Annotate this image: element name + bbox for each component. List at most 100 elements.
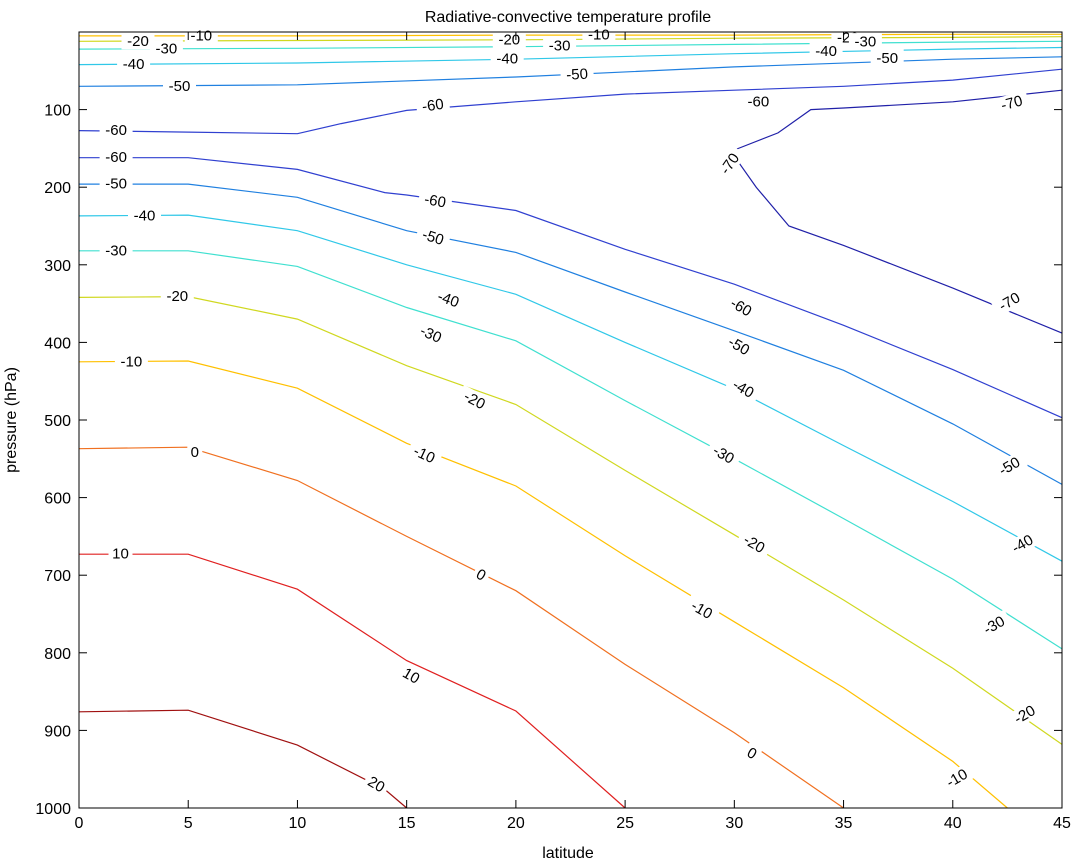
contour-label: -20 bbox=[498, 31, 520, 48]
contour-label-background bbox=[492, 30, 526, 48]
contour-label-background bbox=[99, 148, 133, 166]
contour-label-background bbox=[809, 42, 843, 60]
contour-label-background bbox=[456, 384, 494, 416]
y-tick-label: 800 bbox=[44, 646, 71, 663]
contour-label: -10 bbox=[190, 27, 212, 44]
contour-label-group: -50 bbox=[560, 64, 594, 84]
contour-label: -30 bbox=[549, 38, 571, 55]
x-tick-label: 45 bbox=[1053, 815, 1071, 832]
contour-label-background bbox=[938, 762, 976, 794]
contour-label: -40 bbox=[496, 51, 518, 68]
x-tick-label: 10 bbox=[289, 815, 307, 832]
contour-line-level-minus50-7 bbox=[79, 183, 1063, 485]
contour-label-group: -40 bbox=[429, 285, 467, 313]
contour-label-group: -40 bbox=[128, 206, 161, 224]
contour-label-group: -10 bbox=[582, 26, 616, 44]
x-tick-label: 5 bbox=[184, 815, 193, 832]
contour-label: 0 bbox=[191, 444, 199, 461]
y-tick-label: 600 bbox=[44, 491, 71, 508]
x-tick-label: 0 bbox=[75, 815, 84, 832]
contour-label-group: -50 bbox=[163, 77, 196, 95]
contour-label-background bbox=[713, 145, 747, 183]
contour-label: -40 bbox=[134, 207, 156, 224]
contour-label-background bbox=[361, 770, 391, 798]
contour-label-background bbox=[870, 49, 904, 67]
contour-label-group: 10 bbox=[108, 545, 133, 563]
contour-label: -50 bbox=[105, 176, 127, 193]
contour-label-background bbox=[724, 372, 762, 405]
contour-label-group: -40 bbox=[809, 42, 843, 60]
contour-label: -50 bbox=[566, 66, 589, 84]
contour-line-level-minus50-12 bbox=[78, 56, 1063, 87]
contour-label-group: -50 bbox=[414, 223, 452, 251]
contour-label: 10 bbox=[112, 546, 129, 563]
x-tick-label: 20 bbox=[507, 815, 525, 832]
contour-label-background bbox=[128, 206, 161, 224]
contour-label-group: 0 bbox=[470, 563, 492, 586]
y-tick-label: 700 bbox=[44, 568, 71, 585]
contour-label-background bbox=[149, 40, 183, 58]
contour-label-group: -60 bbox=[99, 148, 133, 166]
contour-label-background bbox=[683, 594, 721, 626]
contour-label-group: 20 bbox=[361, 770, 391, 798]
contour-label-group: -10 bbox=[405, 439, 443, 470]
contour-label: -70 bbox=[999, 92, 1024, 114]
contour-line-level-minus20-4 bbox=[78, 295, 1063, 745]
contour-label: -40 bbox=[123, 56, 145, 73]
contour-label-group: -70 bbox=[713, 145, 747, 183]
y-tick-label: 1000 bbox=[35, 801, 71, 818]
contour-label-group: -60 bbox=[741, 92, 775, 110]
contour-label-group: -30 bbox=[705, 438, 743, 471]
x-tick-label: 15 bbox=[398, 815, 416, 832]
y-tick-label: 200 bbox=[44, 180, 71, 197]
contour-label-background bbox=[160, 287, 194, 305]
contour-label-group: -10 bbox=[683, 594, 721, 626]
contour-label-group: -20 bbox=[1006, 698, 1044, 731]
contour-label-group: 0 bbox=[187, 443, 203, 461]
contour-label-background bbox=[741, 92, 775, 110]
contour-label: -50 bbox=[169, 78, 191, 95]
contour-label: -30 bbox=[855, 34, 877, 51]
contour-label: -20 bbox=[127, 33, 149, 50]
contour-label-background bbox=[993, 90, 1030, 116]
contour-label-group: -60 bbox=[417, 189, 453, 212]
contour-line-level-minus30-5 bbox=[79, 250, 1063, 650]
chart-title: Radiative-convective temperature profile bbox=[425, 9, 711, 26]
contour-label-group: 0 bbox=[741, 742, 763, 765]
contour-label-background bbox=[1006, 698, 1044, 731]
y-tick-label: 100 bbox=[44, 103, 71, 120]
x-tick-label: 40 bbox=[944, 815, 962, 832]
contour-label-background bbox=[99, 121, 133, 139]
contour-label-background bbox=[396, 662, 426, 690]
y-axis-label: pressure (hPa) bbox=[3, 367, 20, 473]
contour-label-group: -10 bbox=[184, 26, 218, 44]
contour-label-group: -50 bbox=[870, 49, 904, 67]
contour-label-background bbox=[990, 450, 1028, 482]
contour-label-group: -30 bbox=[543, 37, 577, 55]
contour-label-background bbox=[117, 55, 151, 73]
contour-label: -20 bbox=[166, 288, 188, 305]
contour-label-background bbox=[543, 37, 577, 54]
contour-label-group: -30 bbox=[848, 33, 882, 51]
contour-labels: -20 -10-30-40-50-20 -10-30-40-50-20-30-40-… bbox=[99, 26, 1044, 798]
contour-label-background bbox=[722, 291, 760, 323]
contour-line-level-minus10-16 bbox=[79, 33, 1062, 37]
contour-label-background bbox=[163, 77, 196, 95]
contour-label-background bbox=[412, 319, 450, 349]
contour-label-group: -60 bbox=[722, 291, 760, 323]
contour-label: -40 bbox=[435, 288, 461, 311]
contour-label-group: -30 bbox=[149, 40, 183, 58]
contour-label-background bbox=[490, 50, 524, 68]
contour-label-background bbox=[405, 439, 443, 470]
y-tick-label: 300 bbox=[44, 258, 71, 275]
x-axis-label: latitude bbox=[542, 845, 594, 862]
contour-line-level-10-1 bbox=[79, 553, 626, 809]
y-tick-label: 400 bbox=[44, 335, 71, 352]
contour-label: -30 bbox=[105, 242, 127, 259]
contour-label: -60 bbox=[748, 93, 770, 110]
y-tick-label: 500 bbox=[44, 413, 71, 430]
x-axis: 0 5 10 15 20 25 30 35 40 45 bbox=[75, 32, 1071, 832]
contour-label-background bbox=[187, 443, 203, 461]
contour-label-group: -20 bbox=[492, 30, 526, 48]
contour-label: -50 bbox=[420, 226, 446, 249]
